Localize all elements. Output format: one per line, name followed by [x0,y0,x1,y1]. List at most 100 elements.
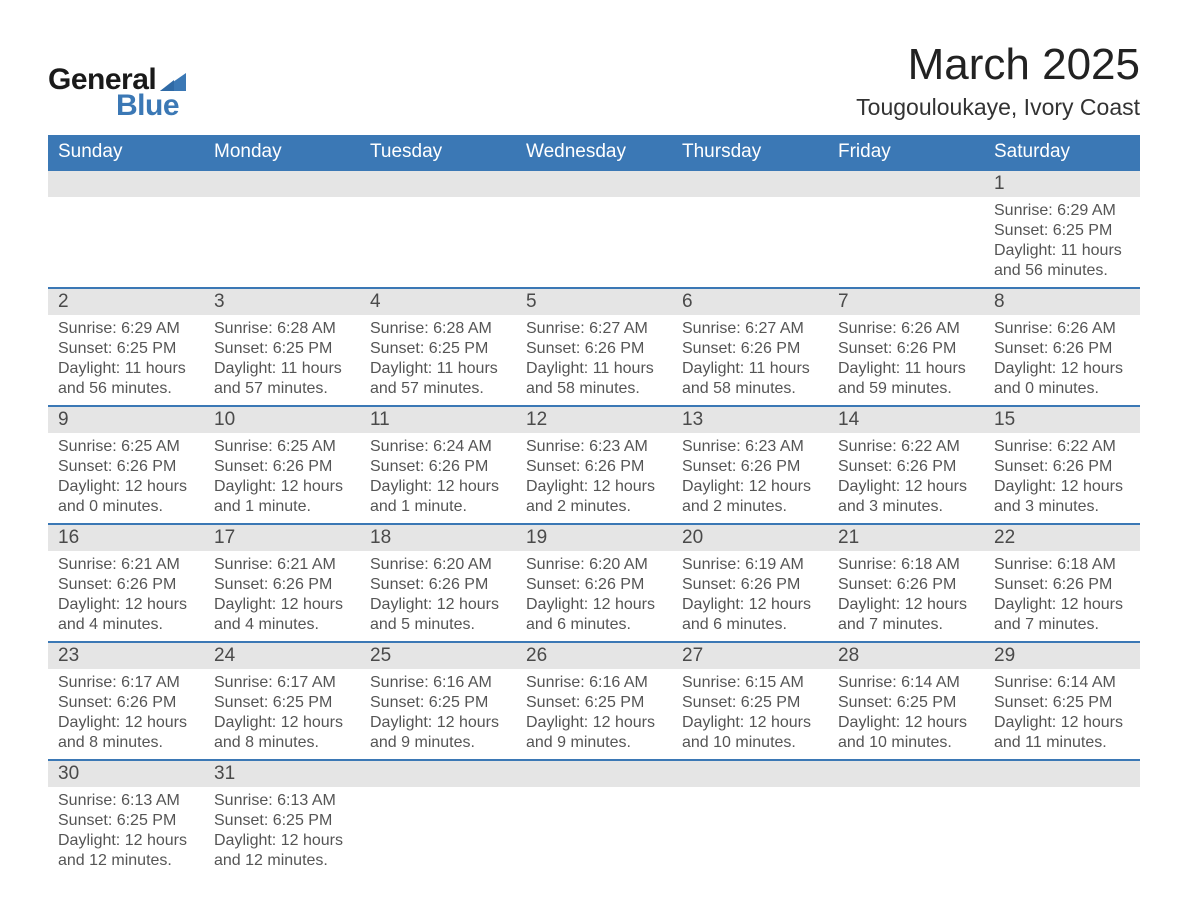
sunset-line: Sunset: 6:26 PM [994,457,1130,477]
brand-word2: Blue [116,91,186,121]
sunset-line: Sunset: 6:26 PM [214,575,350,595]
brand-logo: General Blue [48,65,186,121]
day-cell [204,197,360,287]
sunrise-line: Sunrise: 6:20 AM [526,555,662,575]
sunset-line: Sunset: 6:26 PM [994,575,1130,595]
sunset-line: Sunset: 6:26 PM [838,457,974,477]
daylight-line: Daylight: 12 hours and 3 minutes. [994,477,1130,517]
daylight-line: Daylight: 12 hours and 8 minutes. [58,713,194,753]
daylight-line: Daylight: 12 hours and 7 minutes. [838,595,974,635]
date-number-row: 2345678 [48,289,1140,315]
day-cell [828,787,984,877]
day-cell: Sunrise: 6:22 AMSunset: 6:26 PMDaylight:… [984,433,1140,523]
sunrise-line: Sunrise: 6:22 AM [994,437,1130,457]
day-cell: Sunrise: 6:14 AMSunset: 6:25 PMDaylight:… [828,669,984,759]
date-details-row: Sunrise: 6:17 AMSunset: 6:26 PMDaylight:… [48,669,1140,759]
date-number [516,761,672,787]
brand-triangle-icon [160,71,186,91]
day-cell: Sunrise: 6:28 AMSunset: 6:25 PMDaylight:… [204,315,360,405]
sunset-line: Sunset: 6:26 PM [994,339,1130,359]
dayname-sunday: Sunday [48,135,204,171]
date-number: 6 [672,289,828,315]
date-number: 16 [48,525,204,551]
date-number: 11 [360,407,516,433]
title-block: March 2025 Tougouloukaye, Ivory Coast [856,42,1140,121]
day-cell [984,787,1140,877]
date-details-row: Sunrise: 6:25 AMSunset: 6:26 PMDaylight:… [48,433,1140,523]
day-cell: Sunrise: 6:27 AMSunset: 6:26 PMDaylight:… [672,315,828,405]
calendar-week: 3031Sunrise: 6:13 AMSunset: 6:25 PMDayli… [48,759,1140,877]
daylight-line: Daylight: 11 hours and 57 minutes. [370,359,506,399]
sunset-line: Sunset: 6:25 PM [994,693,1130,713]
sunrise-line: Sunrise: 6:13 AM [58,791,194,811]
daylight-line: Daylight: 12 hours and 10 minutes. [682,713,818,753]
date-number: 5 [516,289,672,315]
daylight-line: Daylight: 12 hours and 11 minutes. [994,713,1130,753]
sunrise-line: Sunrise: 6:17 AM [58,673,194,693]
day-cell: Sunrise: 6:25 AMSunset: 6:26 PMDaylight:… [48,433,204,523]
day-cell: Sunrise: 6:27 AMSunset: 6:26 PMDaylight:… [516,315,672,405]
dayname-friday: Friday [828,135,984,171]
dayname-wednesday: Wednesday [516,135,672,171]
day-cell: Sunrise: 6:29 AMSunset: 6:25 PMDaylight:… [48,315,204,405]
sunrise-line: Sunrise: 6:16 AM [370,673,506,693]
day-cell: Sunrise: 6:23 AMSunset: 6:26 PMDaylight:… [672,433,828,523]
sunset-line: Sunset: 6:25 PM [370,339,506,359]
day-cell: Sunrise: 6:21 AMSunset: 6:26 PMDaylight:… [48,551,204,641]
date-number [984,761,1140,787]
day-cell: Sunrise: 6:18 AMSunset: 6:26 PMDaylight:… [984,551,1140,641]
daylight-line: Daylight: 12 hours and 9 minutes. [526,713,662,753]
sunset-line: Sunset: 6:26 PM [682,575,818,595]
sunrise-line: Sunrise: 6:29 AM [994,201,1130,221]
daylight-line: Daylight: 12 hours and 0 minutes. [58,477,194,517]
daylight-line: Daylight: 12 hours and 6 minutes. [682,595,818,635]
date-details-row: Sunrise: 6:29 AMSunset: 6:25 PMDaylight:… [48,315,1140,405]
daylight-line: Daylight: 12 hours and 10 minutes. [838,713,974,753]
daylight-line: Daylight: 11 hours and 59 minutes. [838,359,974,399]
date-number [48,171,204,197]
date-number: 8 [984,289,1140,315]
sunset-line: Sunset: 6:26 PM [214,457,350,477]
sunrise-line: Sunrise: 6:14 AM [838,673,974,693]
date-number-row: 23242526272829 [48,643,1140,669]
date-details-row: Sunrise: 6:13 AMSunset: 6:25 PMDaylight:… [48,787,1140,877]
daylight-line: Daylight: 12 hours and 2 minutes. [682,477,818,517]
date-number [360,171,516,197]
sunrise-line: Sunrise: 6:28 AM [214,319,350,339]
sunrise-line: Sunrise: 6:18 AM [994,555,1130,575]
sunset-line: Sunset: 6:25 PM [58,811,194,831]
day-cell: Sunrise: 6:21 AMSunset: 6:26 PMDaylight:… [204,551,360,641]
day-cell: Sunrise: 6:16 AMSunset: 6:25 PMDaylight:… [516,669,672,759]
date-number: 30 [48,761,204,787]
calendar: Sunday Monday Tuesday Wednesday Thursday… [48,135,1140,877]
day-cell: Sunrise: 6:28 AMSunset: 6:25 PMDaylight:… [360,315,516,405]
sunrise-line: Sunrise: 6:16 AM [526,673,662,693]
date-number: 19 [516,525,672,551]
sunrise-line: Sunrise: 6:26 AM [994,319,1130,339]
date-number: 23 [48,643,204,669]
dayname-thursday: Thursday [672,135,828,171]
sunrise-line: Sunrise: 6:28 AM [370,319,506,339]
sunset-line: Sunset: 6:25 PM [838,693,974,713]
calendar-week: 9101112131415Sunrise: 6:25 AMSunset: 6:2… [48,405,1140,523]
weeks-container: 1Sunrise: 6:29 AMSunset: 6:25 PMDaylight… [48,171,1140,877]
date-number: 2 [48,289,204,315]
sunset-line: Sunset: 6:26 PM [526,575,662,595]
dayname-row: Sunday Monday Tuesday Wednesday Thursday… [48,135,1140,171]
date-number-row: 16171819202122 [48,525,1140,551]
day-cell: Sunrise: 6:16 AMSunset: 6:25 PMDaylight:… [360,669,516,759]
date-number-row: 3031 [48,761,1140,787]
date-number: 13 [672,407,828,433]
daylight-line: Daylight: 11 hours and 58 minutes. [682,359,818,399]
sunrise-line: Sunrise: 6:27 AM [526,319,662,339]
month-title: March 2025 [856,42,1140,88]
sunrise-line: Sunrise: 6:23 AM [682,437,818,457]
date-number [516,171,672,197]
sunset-line: Sunset: 6:26 PM [838,575,974,595]
daylight-line: Daylight: 12 hours and 7 minutes. [994,595,1130,635]
sunrise-line: Sunrise: 6:26 AM [838,319,974,339]
calendar-week: 1Sunrise: 6:29 AMSunset: 6:25 PMDaylight… [48,171,1140,287]
date-number: 1 [984,171,1140,197]
day-cell: Sunrise: 6:24 AMSunset: 6:26 PMDaylight:… [360,433,516,523]
sunset-line: Sunset: 6:25 PM [214,693,350,713]
